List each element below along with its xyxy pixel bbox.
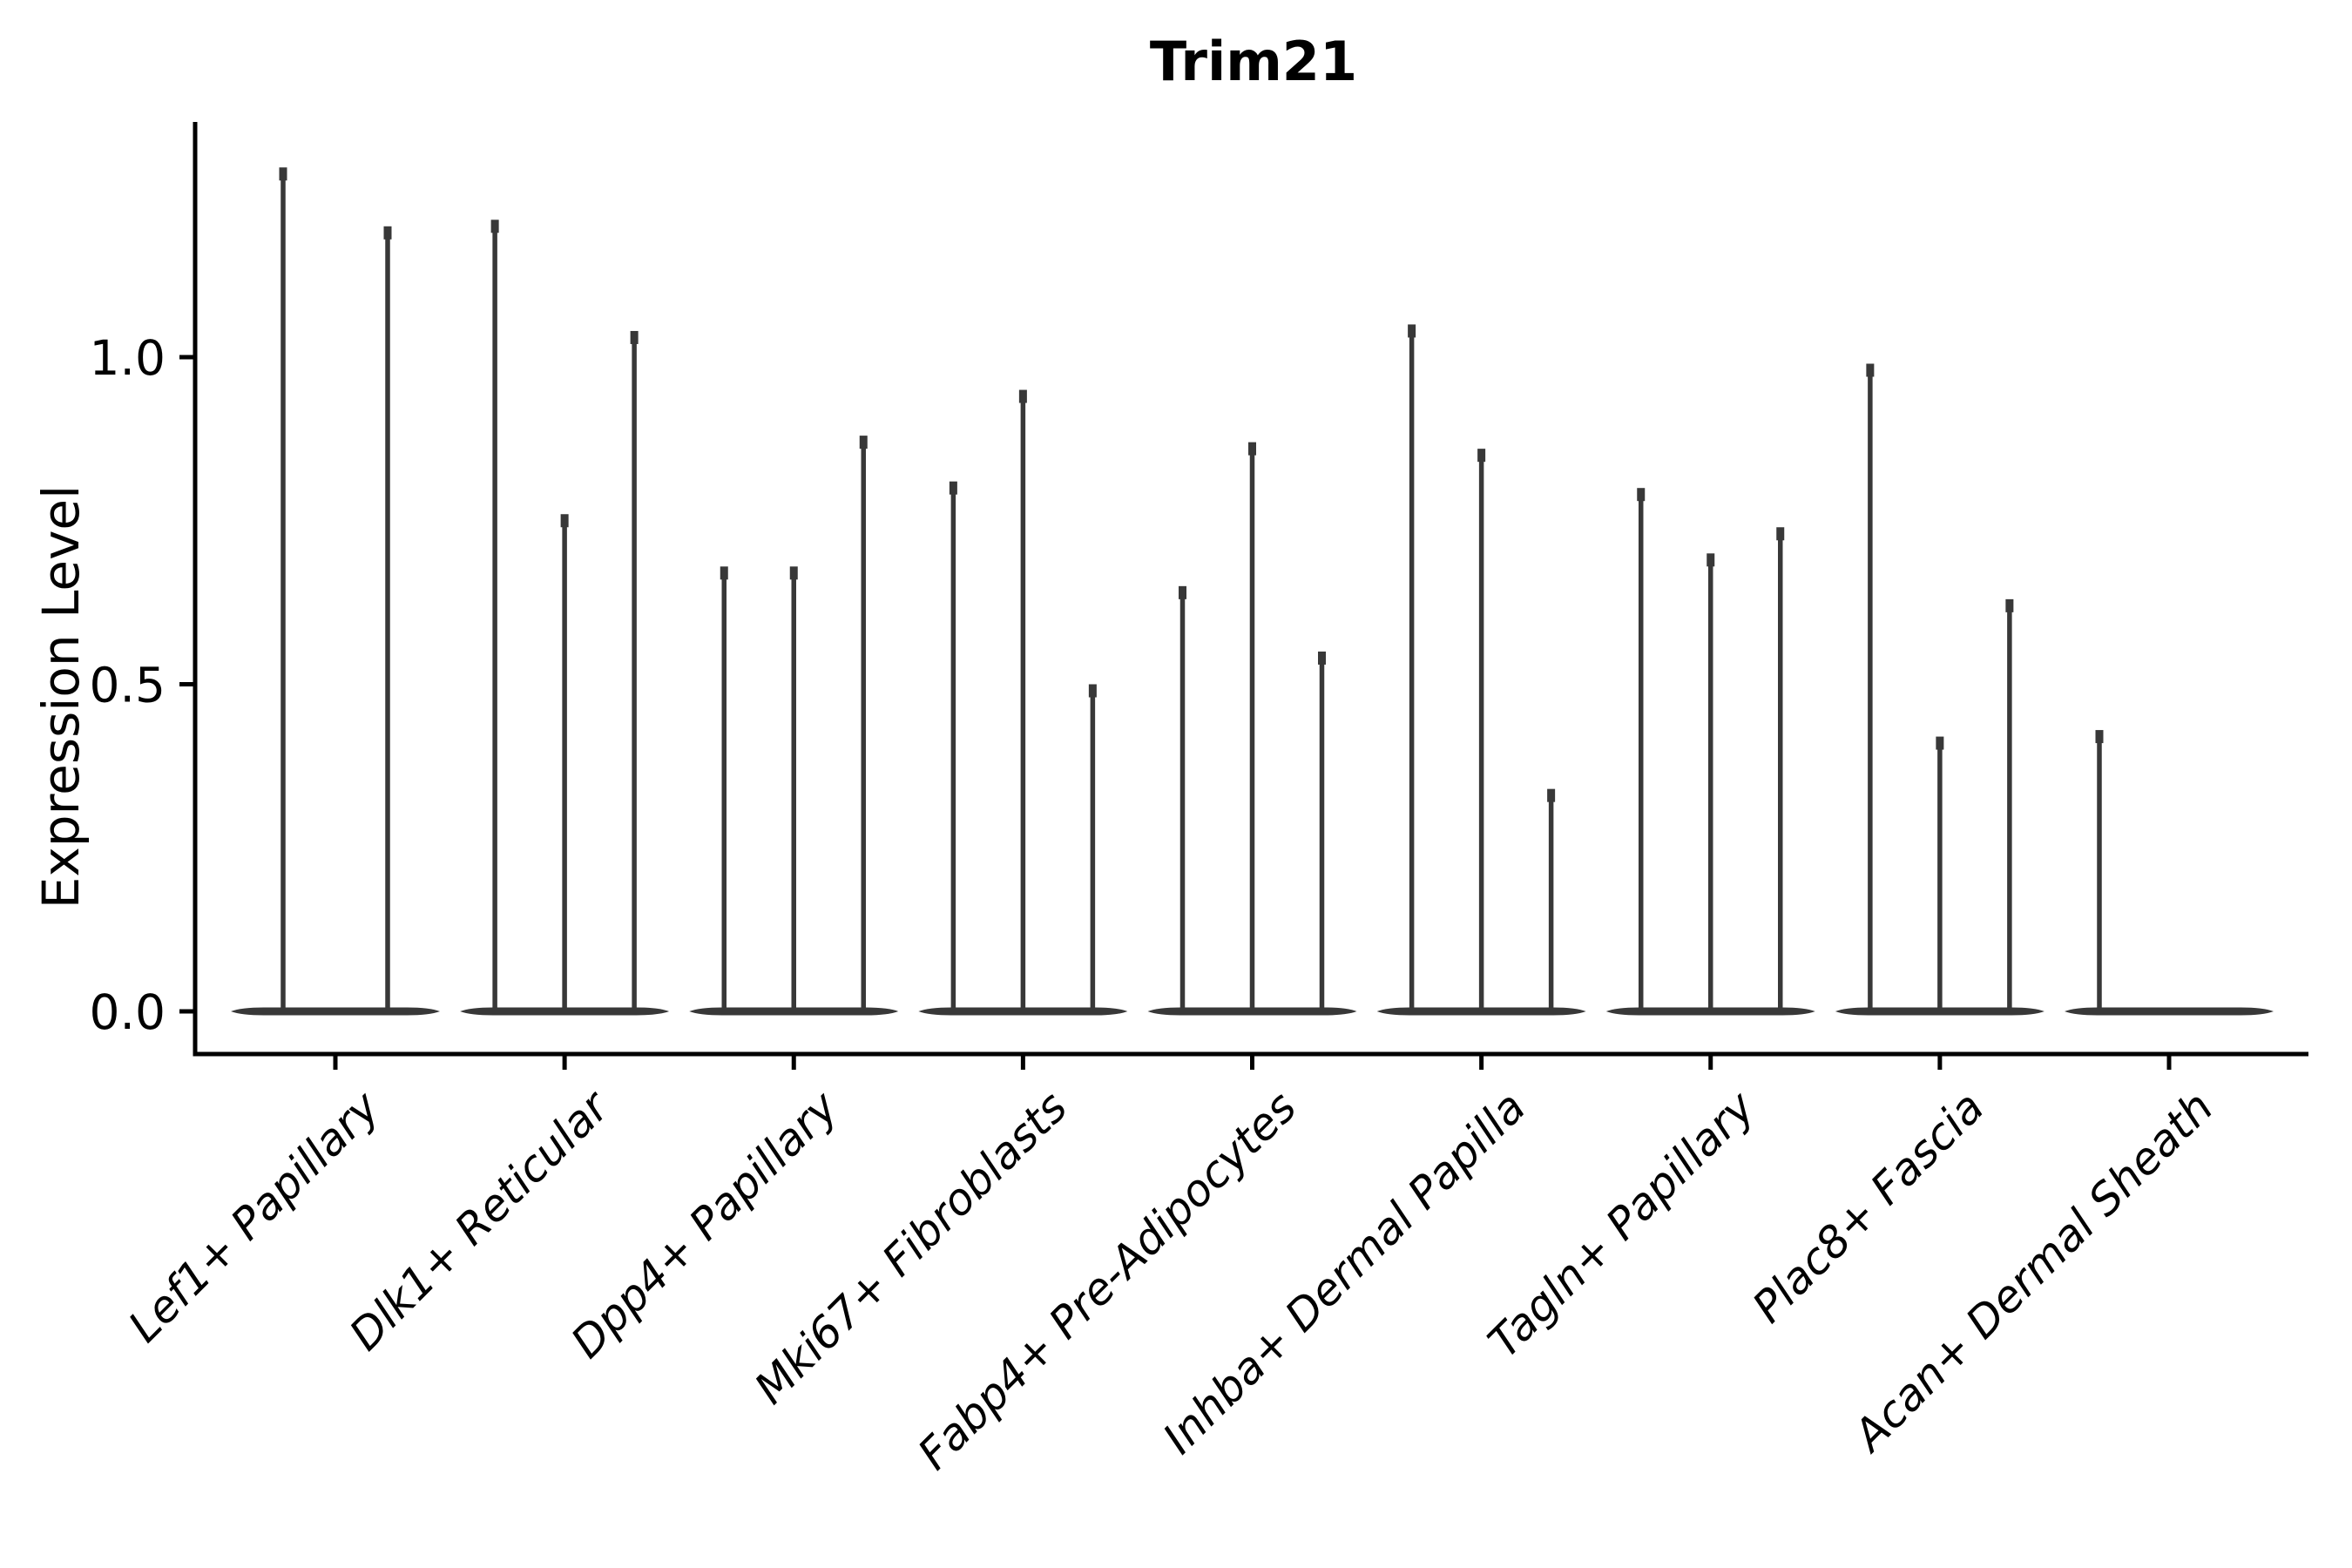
x-tick-label: Acan+ Dermal Sheath [1842,1082,2223,1463]
violin-spike-tip [1776,527,1785,541]
violin-spike-tip [490,220,499,233]
violin-spike-tip [630,330,639,344]
violin-spike-tip [1088,684,1097,698]
violin-group-3 [689,436,899,1016]
violin-spike-tip [1477,449,1486,463]
violin-spike-tip [1018,389,1027,403]
violin-group-9 [2065,730,2274,1016]
violin-group-1 [231,167,440,1016]
violin-group-2 [460,220,670,1016]
violin-group-7 [1605,488,1815,1016]
violin-spike-tip [1547,788,1556,802]
y-tick-label: 0.0 [90,984,166,1040]
violin-spike-tip [789,566,798,580]
violin-spike-tip [1408,324,1416,338]
violin-spike-tip [1318,651,1326,665]
violin-spike-tip [383,226,392,240]
violin-spike-tip [1248,442,1256,456]
violin-spike-tip [2005,598,2014,612]
violin-spike-tip [720,566,728,580]
y-tick-label: 1.0 [90,330,166,386]
violin-spike-tip [1866,363,1875,377]
violin-spike-tip [1707,553,1715,567]
violin-spike-tip [949,481,957,495]
violin-spike-tip [2095,730,2104,744]
y-tick-label: 0.5 [90,657,166,713]
violin-group-8 [1835,363,2044,1016]
x-tick-label: Lef1+ Papillary [118,1081,389,1352]
violin-spike-tip [859,436,868,449]
x-tick-label: Fabp4+ Pre-Adipocytes [909,1082,1307,1480]
violin-group-6 [1376,324,1586,1016]
chart-title: Trim21 [1149,30,1358,93]
violin-base [2065,1007,2274,1016]
violin-spike-tip [560,514,569,528]
x-tick-label: Plac8+ Fascia [1743,1082,1994,1333]
x-tick-label: Inhba+ Dermal Papilla [1153,1082,1535,1463]
violin-spike-tip [1179,585,1186,599]
violin-spike-tip [1936,736,1944,750]
violin-spike-tip [1637,488,1646,502]
violin-base [231,1007,440,1016]
violin-group-5 [1147,442,1357,1016]
violin-group-4 [918,389,1128,1016]
violin-spike-tip [279,167,287,181]
